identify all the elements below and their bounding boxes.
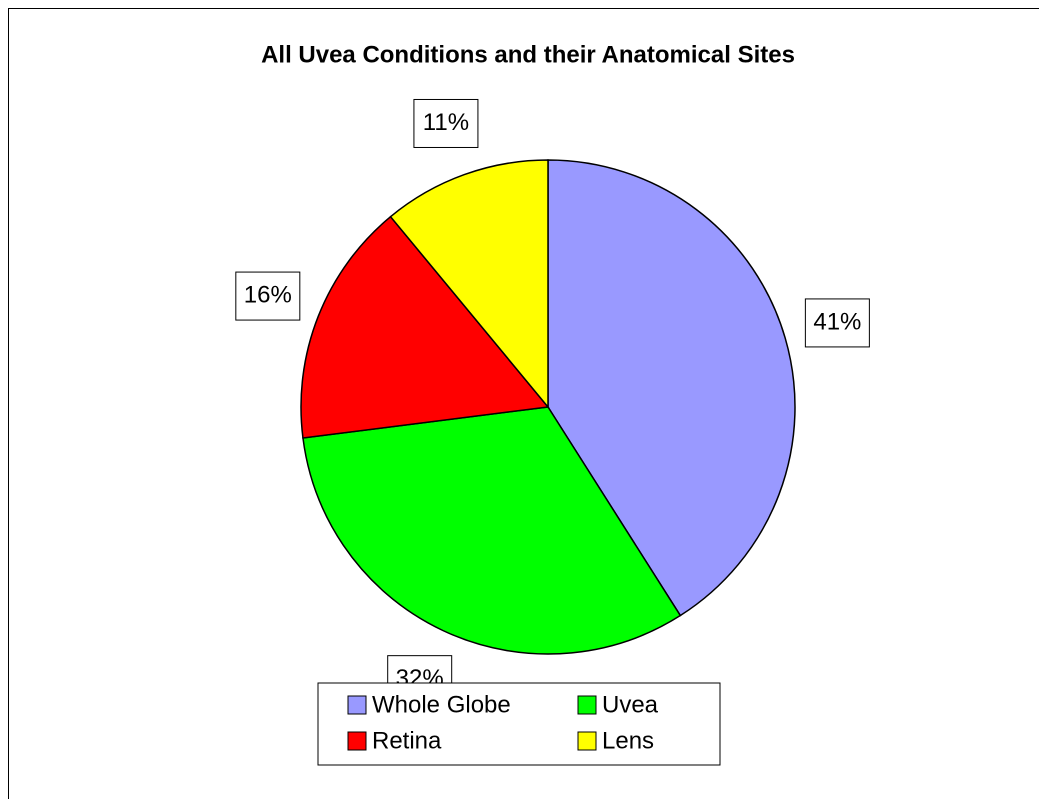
- data-label-box: [413, 98, 479, 148]
- legend-swatch: [347, 695, 367, 715]
- data-label-box: [804, 298, 870, 348]
- legend-swatch: [577, 731, 597, 751]
- legend-label: Whole Globe: [372, 691, 511, 718]
- pie-slice: [302, 406, 682, 655]
- chart-title: All Uvea Conditions and their Anatomical…: [261, 41, 795, 68]
- legend-swatch: [347, 731, 367, 751]
- data-label: 11%: [423, 109, 469, 136]
- legend-label: Uvea: [602, 691, 659, 718]
- legend-label: Retina: [372, 727, 442, 754]
- pie-slice: [300, 215, 550, 439]
- legend-swatch: [577, 695, 597, 715]
- data-label-box: [235, 271, 301, 321]
- legend-box: [317, 682, 721, 766]
- pie-slice: [389, 159, 549, 410]
- data-label: 41%: [813, 308, 861, 335]
- legend-label: Lens: [602, 727, 654, 754]
- data-label: 16%: [244, 281, 292, 308]
- pie-slice: [547, 159, 796, 617]
